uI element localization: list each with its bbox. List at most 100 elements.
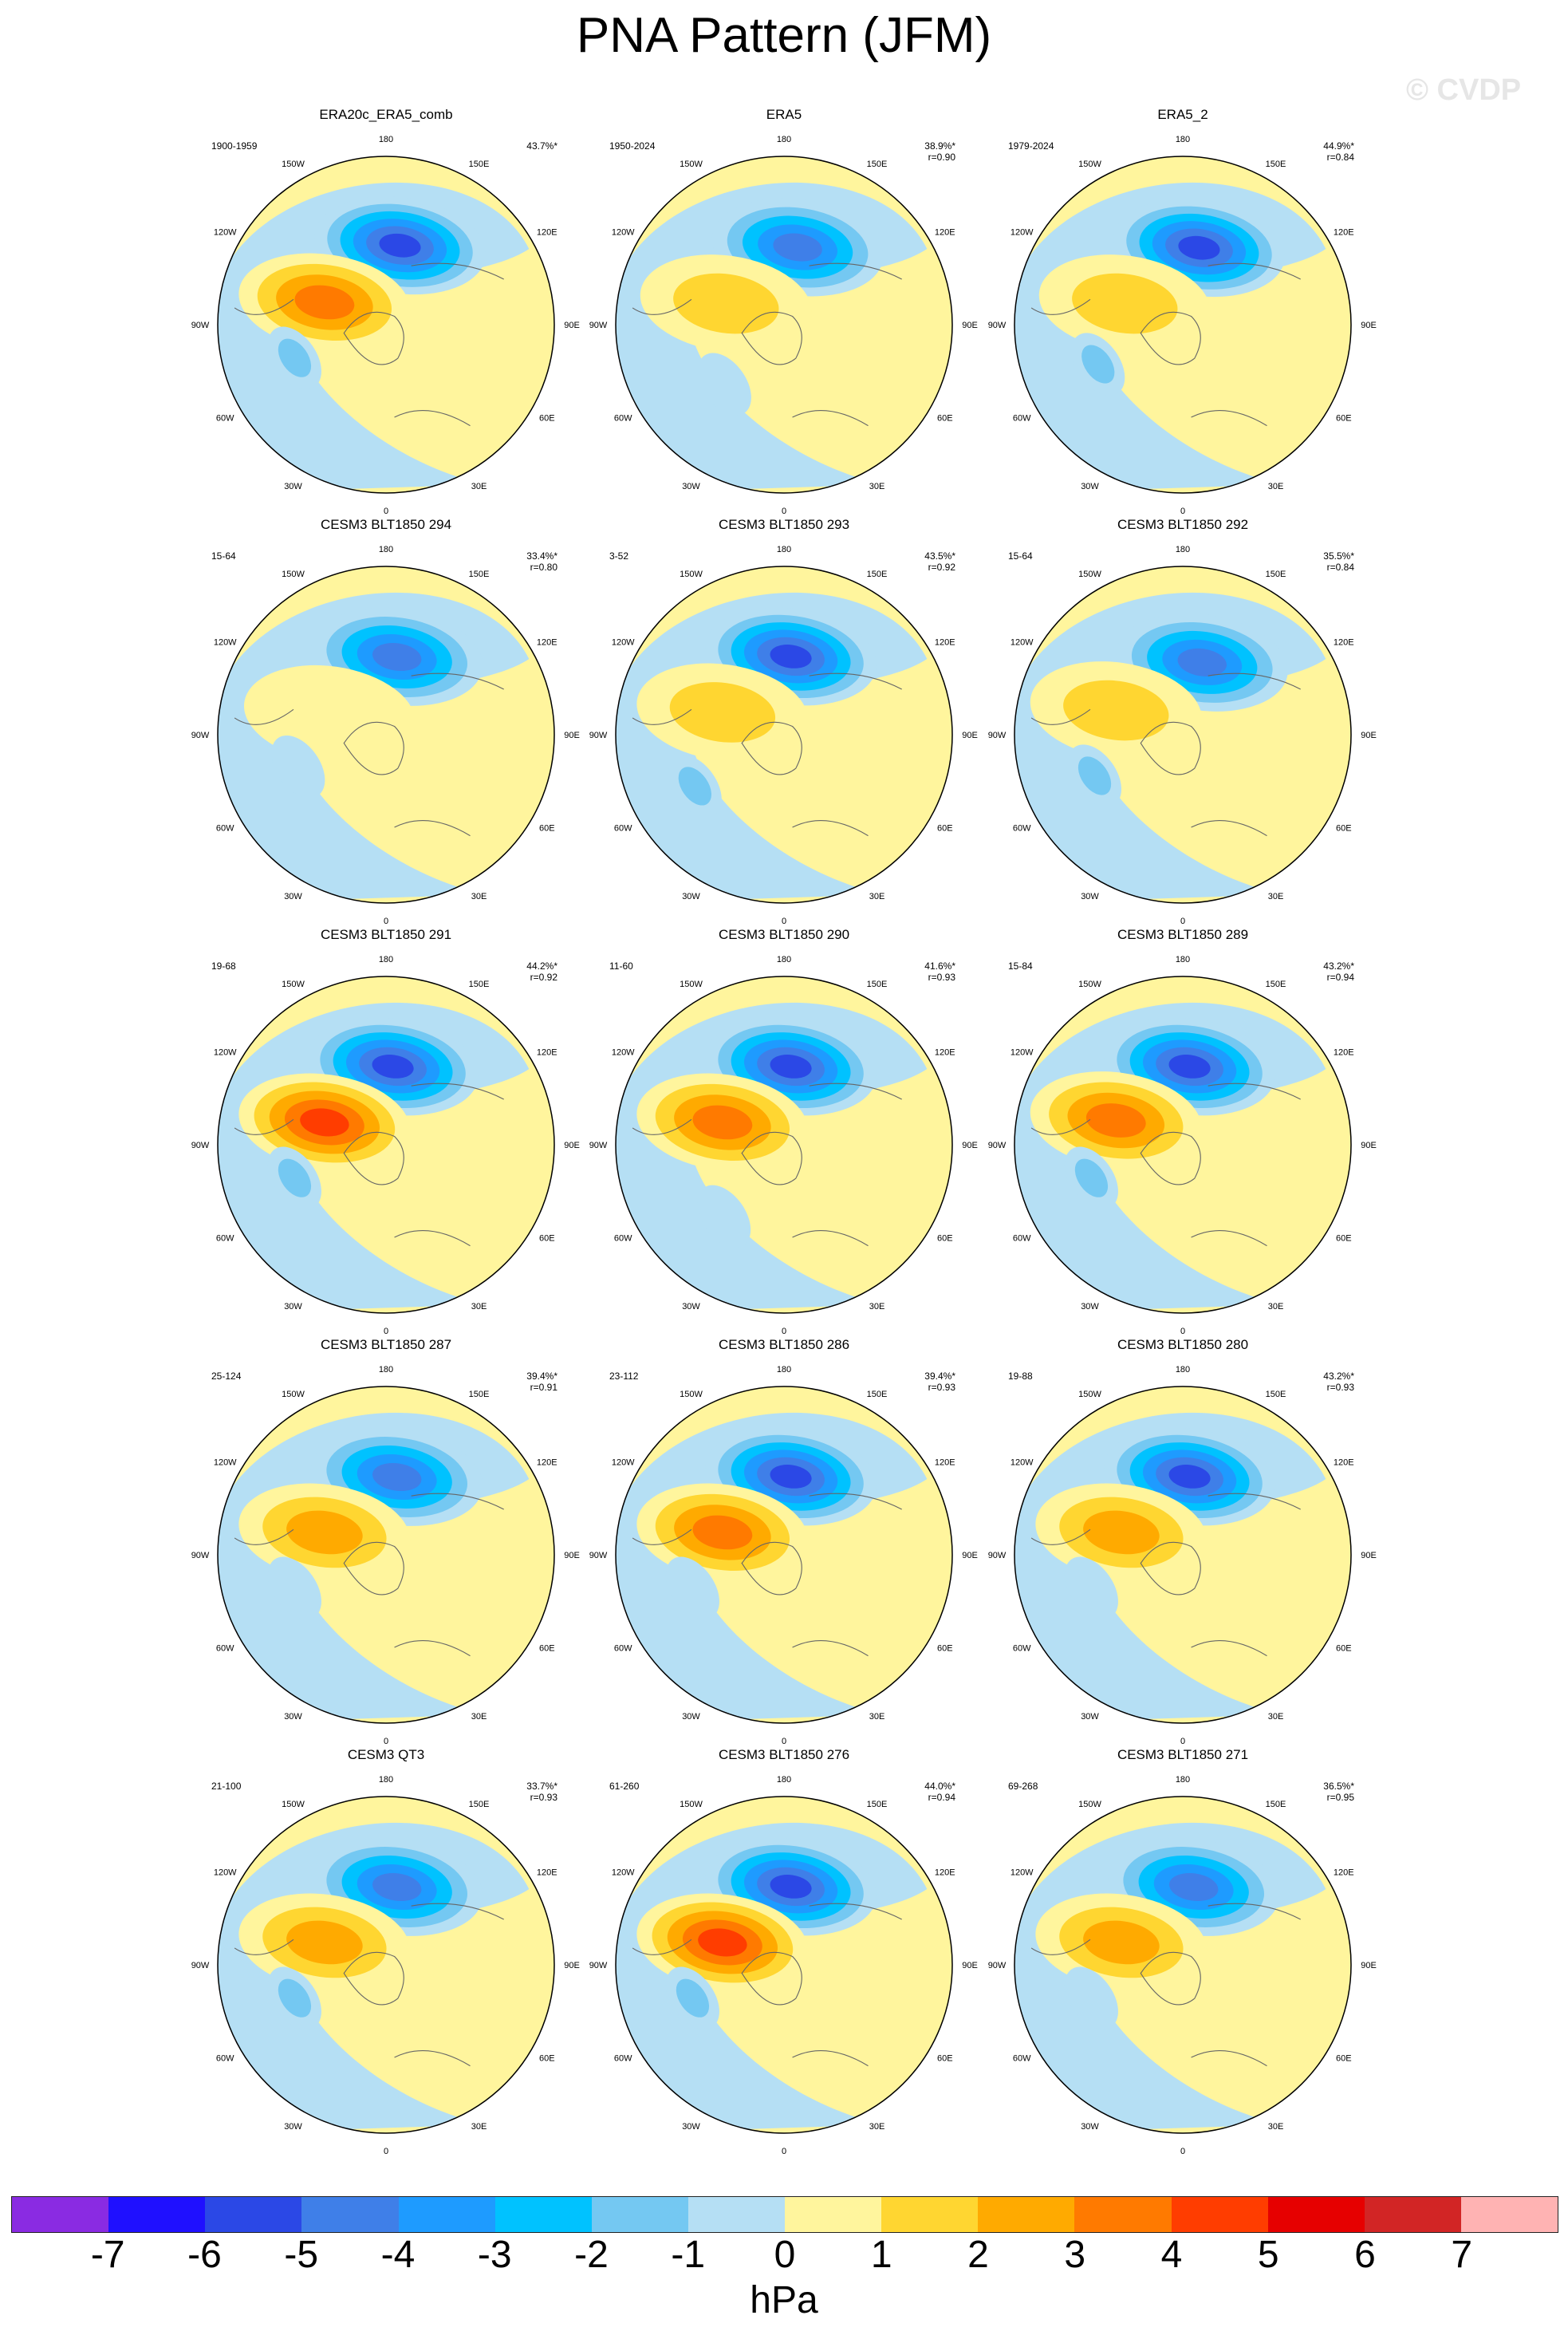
longitude-label: 30W <box>1081 1302 1099 1311</box>
longitude-label: 90E <box>564 1141 580 1150</box>
longitude-label: 60W <box>1013 2054 1031 2064</box>
panel-variance-pct: 44.2%* <box>526 960 557 972</box>
colorbar-swatch <box>398 2197 495 2232</box>
longitude-label: 30W <box>682 482 700 491</box>
panel-years: 25-124 <box>211 1371 242 1382</box>
colorbar-tick: -7 <box>90 2234 125 2276</box>
longitude-label: 180 <box>1176 545 1190 554</box>
anomaly-contour <box>1081 345 1115 384</box>
longitude-label: 120E <box>537 1868 557 1878</box>
longitude-label: 0 <box>384 507 388 516</box>
longitude-label: 60E <box>937 2054 953 2064</box>
longitude-label: 150E <box>867 570 888 579</box>
longitude-label: 60W <box>614 2054 632 2064</box>
coastline <box>234 1083 504 1247</box>
map-panel: CESM3 BLT1850 290 11-60 41.6%*r=0.93 180 150… <box>589 927 978 1336</box>
anomaly-contour <box>1178 235 1220 260</box>
anomaly-contour <box>286 1510 363 1555</box>
longitude-label: 120E <box>1334 228 1354 238</box>
figure-title: PNA Pattern (JFM) <box>576 8 992 63</box>
coastline <box>1030 1083 1301 1247</box>
longitude-label: 60W <box>216 414 234 424</box>
longitude-label: 120E <box>537 228 557 238</box>
map-panel-grid: ERA20c_ERA5_comb 1900-1959 43.7%* 180 150E 12… <box>191 107 1377 2156</box>
longitude-label: 150E <box>469 1390 490 1399</box>
longitude-label: 90W <box>988 1961 1007 1970</box>
longitude-label: 120E <box>935 638 955 648</box>
longitude-label: 0 <box>1180 2147 1185 2156</box>
map-panel: ERA5_2 1979-2024 44.9%*r=0.84 180 150E 120E 90… <box>988 107 1377 516</box>
longitude-label: 0 <box>1180 1737 1185 1746</box>
longitude-label: 30E <box>1268 1712 1284 1722</box>
panel-variance-pct: 39.4%* <box>924 1371 955 1382</box>
longitude-label: 90E <box>962 731 978 740</box>
colorbar-tick: 2 <box>967 2234 989 2276</box>
colorbar-swatch <box>591 2197 688 2232</box>
longitude-label: 90W <box>589 1961 608 1970</box>
longitude-label: 30W <box>682 1302 700 1311</box>
longitude-label: 180 <box>777 1365 791 1375</box>
longitude-label: 30E <box>1268 482 1284 491</box>
coastline <box>632 672 902 837</box>
colorbar-tick: -5 <box>284 2234 319 2276</box>
longitude-label: 0 <box>782 1327 786 1336</box>
colorbar <box>11 2196 1558 2233</box>
anomaly-contour <box>773 233 822 262</box>
coastline <box>234 262 504 427</box>
panel-correlation: r=0.91 <box>530 1382 558 1393</box>
longitude-label: 120W <box>214 638 237 648</box>
longitude-label: 90E <box>1361 1141 1377 1150</box>
anomaly-contour <box>372 1462 422 1492</box>
panel-title: CESM3 BLT1850 293 <box>719 517 849 532</box>
longitude-label: 60E <box>937 414 953 424</box>
anomaly-contour <box>1072 273 1178 334</box>
panel-title: CESM3 BLT1850 276 <box>719 1747 849 1762</box>
panel-title: CESM3 BLT1850 289 <box>1117 927 1248 942</box>
longitude-label: 150E <box>1266 980 1286 989</box>
map-boundary <box>217 156 555 494</box>
longitude-label: 150E <box>469 980 490 989</box>
longitude-label: 120W <box>612 1868 635 1878</box>
map-boundary <box>217 1796 555 2134</box>
anomaly-contour <box>1168 1465 1211 1489</box>
longitude-label: 60W <box>1013 414 1031 424</box>
map-panel: CESM3 BLT1850 291 19-68 44.2%*r=0.92 180 150… <box>191 927 580 1336</box>
panel-title: CESM3 BLT1850 291 <box>321 927 451 942</box>
longitude-label: 180 <box>777 955 791 964</box>
anomaly-contour <box>697 1185 751 1248</box>
longitude-label: 0 <box>1180 507 1185 516</box>
longitude-label: 60E <box>539 1234 555 1244</box>
longitude-label: 120E <box>537 638 557 648</box>
longitude-label: 90E <box>1361 321 1377 330</box>
anomaly-contour <box>1085 1103 1146 1138</box>
longitude-label: 120W <box>1011 1458 1034 1468</box>
colorbar-swatch <box>1364 2197 1461 2232</box>
longitude-label: 120E <box>1334 1868 1354 1878</box>
coastline <box>632 262 902 427</box>
longitude-label: 120E <box>537 1048 557 1058</box>
longitude-label: 60W <box>216 1234 234 1244</box>
longitude-label: 150E <box>469 160 490 169</box>
longitude-label: 90E <box>564 1551 580 1560</box>
longitude-label: 180 <box>1176 1775 1190 1785</box>
colorbar-swatch <box>1267 2197 1365 2232</box>
panel-variance-pct: 43.7%* <box>526 140 557 152</box>
longitude-label: 150E <box>1266 160 1286 169</box>
anomaly-contour <box>1064 1966 1118 2029</box>
coastline <box>1030 1493 1301 1657</box>
longitude-label: 0 <box>1180 1327 1185 1336</box>
map-panel: CESM3 BLT1850 287 25-124 39.4%*r=0.91 180 15… <box>191 1337 580 1746</box>
panel-title: CESM3 BLT1850 271 <box>1117 1747 1248 1762</box>
longitude-label: 0 <box>782 1737 786 1746</box>
coastline <box>632 1493 902 1657</box>
map-boundary <box>1014 1386 1352 1724</box>
map-panel: ERA5 1950-2024 38.9%*r=0.90 180 150E 120E 90E 6… <box>589 107 978 516</box>
longitude-label: 150W <box>282 1800 305 1809</box>
longitude-label: 60E <box>539 2054 555 2064</box>
longitude-label: 60W <box>216 2054 234 2064</box>
longitude-label: 150E <box>867 1390 888 1399</box>
longitude-label: 150W <box>282 1390 305 1399</box>
panel-years: 61-260 <box>609 1781 640 1792</box>
longitude-label: 60E <box>539 1644 555 1654</box>
panel-title: CESM3 BLT1850 280 <box>1117 1337 1248 1352</box>
